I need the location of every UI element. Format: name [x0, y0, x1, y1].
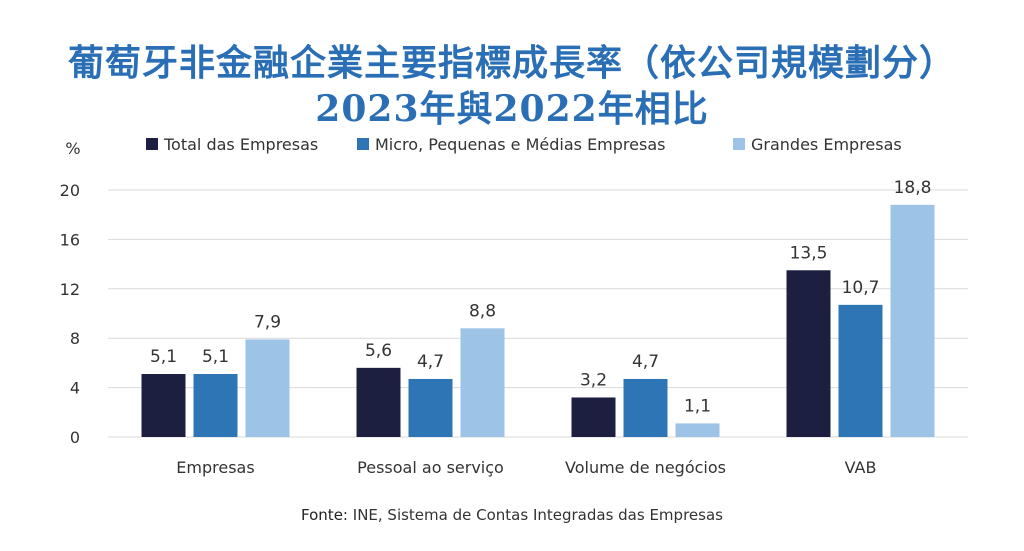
- bar: [838, 304, 883, 437]
- y-axis-label: %: [65, 139, 80, 158]
- bar: [890, 204, 935, 437]
- y-tick-label: 8: [70, 329, 80, 348]
- x-category-label: VAB: [845, 458, 877, 477]
- y-tick-label: 4: [70, 379, 80, 398]
- data-label: 4,7: [417, 352, 444, 372]
- y-tick-label: 0: [70, 428, 80, 447]
- bar: [193, 374, 238, 437]
- source-text: INE, Sistema de Contas Integradas das Em…: [352, 506, 723, 524]
- bar: [408, 378, 453, 437]
- legend-label: Micro, Pequenas e Médias Empresas: [375, 135, 665, 154]
- bar: [571, 397, 616, 437]
- bar: [675, 423, 720, 437]
- bar: [141, 374, 186, 437]
- data-label: 1,1: [684, 396, 711, 416]
- x-category-label: Empresas: [176, 458, 254, 477]
- data-label: 13,5: [790, 243, 828, 263]
- legend-label: Grandes Empresas: [751, 135, 902, 154]
- data-label: 3,2: [580, 370, 607, 390]
- bar: [460, 328, 505, 437]
- chart-title-line1: 葡萄牙非金融企業主要指標成長率（依公司規模劃分）: [67, 42, 956, 84]
- y-tick-label: 12: [60, 280, 80, 299]
- chart-title-line2: 2023年與2022年相比: [315, 88, 709, 130]
- data-label: 8,8: [469, 301, 496, 321]
- bar: [786, 270, 831, 437]
- y-tick-label: 16: [60, 230, 80, 249]
- data-label: 5,1: [202, 347, 229, 367]
- bar: [356, 367, 401, 437]
- bar: [245, 339, 290, 437]
- source-label: Fonte:: [301, 506, 348, 524]
- y-tick-label: 20: [60, 181, 80, 200]
- legend-label: Total das Empresas: [163, 135, 318, 154]
- x-category-label: Volume de negócios: [565, 458, 726, 477]
- data-label: 18,8: [894, 178, 932, 198]
- legend-swatch: [733, 138, 745, 150]
- bar-chart: 0 4 8 12 16 20% 5,1 5,1 7,9 Empresas 5,6 4,7 8,8 Pess…: [60, 135, 968, 477]
- legend-swatch: [357, 138, 369, 150]
- source-note: Fonte: INE, Sistema de Contas Integradas…: [0, 506, 1024, 524]
- bar: [623, 378, 668, 437]
- data-label: 5,1: [150, 347, 177, 367]
- x-category-label: Pessoal ao serviço: [357, 458, 504, 477]
- data-label: 5,6: [365, 341, 392, 361]
- data-label: 7,9: [254, 312, 281, 332]
- data-label: 4,7: [632, 352, 659, 372]
- legend-swatch: [146, 138, 158, 150]
- data-label: 10,7: [842, 278, 880, 298]
